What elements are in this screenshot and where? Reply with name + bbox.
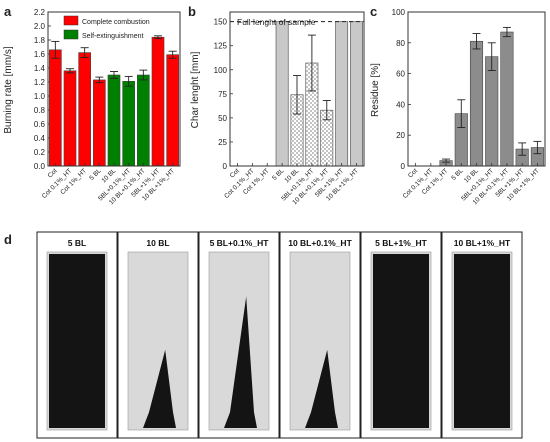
chart-c-bar: [485, 56, 499, 167]
chart-a-bar: [63, 70, 77, 167]
chart-a-ytick-label: 0.6: [34, 120, 46, 129]
chart-a-bar: [166, 54, 179, 167]
chart-c-bar: [469, 40, 484, 167]
photo-label: 10 BL+0.1%_HT: [288, 238, 352, 248]
chart-a-ytick-label: 0.4: [34, 134, 46, 143]
panel-letter-b: b: [188, 4, 196, 19]
legend-label-self-ext: Self-extinguishment: [82, 33, 144, 40]
legend-swatch-self-ext: [63, 29, 79, 40]
chart-a-ytick-label: 2.2: [34, 8, 46, 17]
chart-a-ytick-label: 0.0: [34, 162, 46, 171]
chart-c-frame: [407, 11, 546, 167]
chart-b-ytick-label: 125: [214, 42, 228, 51]
chart-a-bar: [122, 81, 135, 167]
chart-a-bar: [107, 74, 121, 167]
photo-label: 5 BL: [68, 238, 86, 248]
chart-a-frame: [47, 11, 181, 167]
chart-a-ytick-label: 1.6: [34, 50, 46, 59]
chart-b-ytick-label: 50: [218, 114, 227, 123]
chart-a-ytick-label: 1.0: [34, 92, 46, 101]
legend-label-complete: Complete combustion: [82, 19, 150, 26]
panel-letter-d: d: [4, 232, 12, 247]
chart-a-ytick-label: 0.8: [34, 106, 46, 115]
chart-b-reference-label: Full lenght of sample: [237, 17, 316, 27]
chart-c-ytick-label: 0: [401, 162, 406, 171]
chart-a-legend: Complete combustion Self-extinguishment: [63, 15, 150, 40]
chart-c-ytick-label: 100: [392, 8, 406, 17]
chart-b-ytick-label: 75: [218, 90, 227, 99]
chart-a-ylabel: Burning rate [mm/s]: [3, 46, 14, 133]
chart-a-bar: [151, 36, 165, 167]
chart-b-ytick-label: 25: [218, 138, 227, 147]
photo-label: 5 BL+0.1%_HT: [210, 238, 270, 248]
chart-b-ytick-label: 150: [214, 18, 228, 27]
chart-b-ylabel: Char lenght [mm]: [190, 51, 201, 128]
chart-b-bar: [350, 21, 363, 167]
chart-c-ytick-label: 20: [396, 131, 405, 140]
chart-b-frame: [229, 11, 365, 167]
chart-b-bar: [335, 21, 349, 167]
chart-c-ylabel: Residue [%]: [370, 63, 381, 117]
chart-a-ytick-label: 1.2: [34, 78, 46, 87]
photo-label: 10 BL: [146, 238, 169, 248]
chart-a-bar: [49, 49, 62, 167]
char-region: [305, 349, 338, 428]
chart-a-ytick-label: 2.0: [34, 22, 46, 31]
chart-c-bar: [500, 31, 514, 167]
sample-photos: 5 BL 10 BL 5 BL+0.1%_HT 10 BL+0.1%_HT 5 BL+1…: [36, 231, 523, 439]
chart-c-xtick-label: Cot: [407, 167, 419, 179]
chart-a-ytick-label: 1.8: [34, 36, 46, 45]
chart-char-length: Char lenght [mm] 0255075100125150CotCot …: [190, 11, 365, 206]
panel-letter-a: a: [4, 4, 12, 19]
chart-b-ytick-label: 100: [214, 66, 228, 75]
chart-c-ytick-label: 60: [396, 70, 405, 79]
char-region: [224, 296, 257, 428]
char-region: [143, 349, 176, 428]
char-region: [49, 254, 105, 428]
chart-a-ytick-label: 1.4: [34, 64, 46, 73]
legend-swatch-complete: [63, 15, 79, 26]
chart-burning-rate: Burning rate [mm/s] 0.0 0.2 0.4 0.6 0.8 1.0 1.…: [3, 8, 181, 206]
chart-a-bar: [78, 52, 91, 167]
chart-b-ytick-label: 0: [223, 162, 228, 171]
chart-c-ytick-label: 80: [396, 39, 405, 48]
panel-letter-c: c: [370, 4, 377, 19]
photo-label: 5 BL+1%_HT: [375, 238, 428, 248]
chart-a-bar: [137, 74, 150, 167]
photo-label: 10 BL+1%_HT: [454, 238, 511, 248]
chart-b-bar: [275, 21, 289, 167]
chart-a-bar: [93, 79, 106, 167]
char-region: [454, 254, 510, 428]
chart-a-ytick-label: 0.2: [34, 148, 46, 157]
chart-c-ytick-label: 40: [396, 100, 405, 109]
char-region: [373, 254, 429, 428]
